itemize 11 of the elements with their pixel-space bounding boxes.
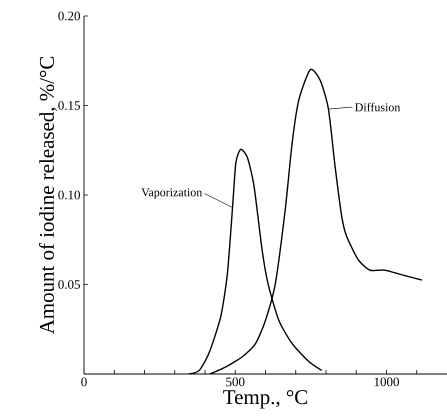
- x-tick-label: 500: [226, 378, 244, 386]
- y-tick-label: 0.10: [58, 190, 80, 200]
- y-tick-label: 0.15: [58, 101, 80, 110]
- y-tick-label: 0.20: [58, 12, 80, 20]
- x-tick-label: 1000: [374, 378, 399, 386]
- annotation: Vaporization: [141, 188, 202, 199]
- y-tick-label: 0.05: [58, 280, 80, 289]
- y-axis-title: Amount of iodine released, %/°C: [39, 56, 57, 334]
- x-axis-title: Temp., °C: [223, 390, 308, 408]
- annotation: Diffusion: [355, 102, 400, 112]
- x-tick-label: 0: [81, 378, 87, 386]
